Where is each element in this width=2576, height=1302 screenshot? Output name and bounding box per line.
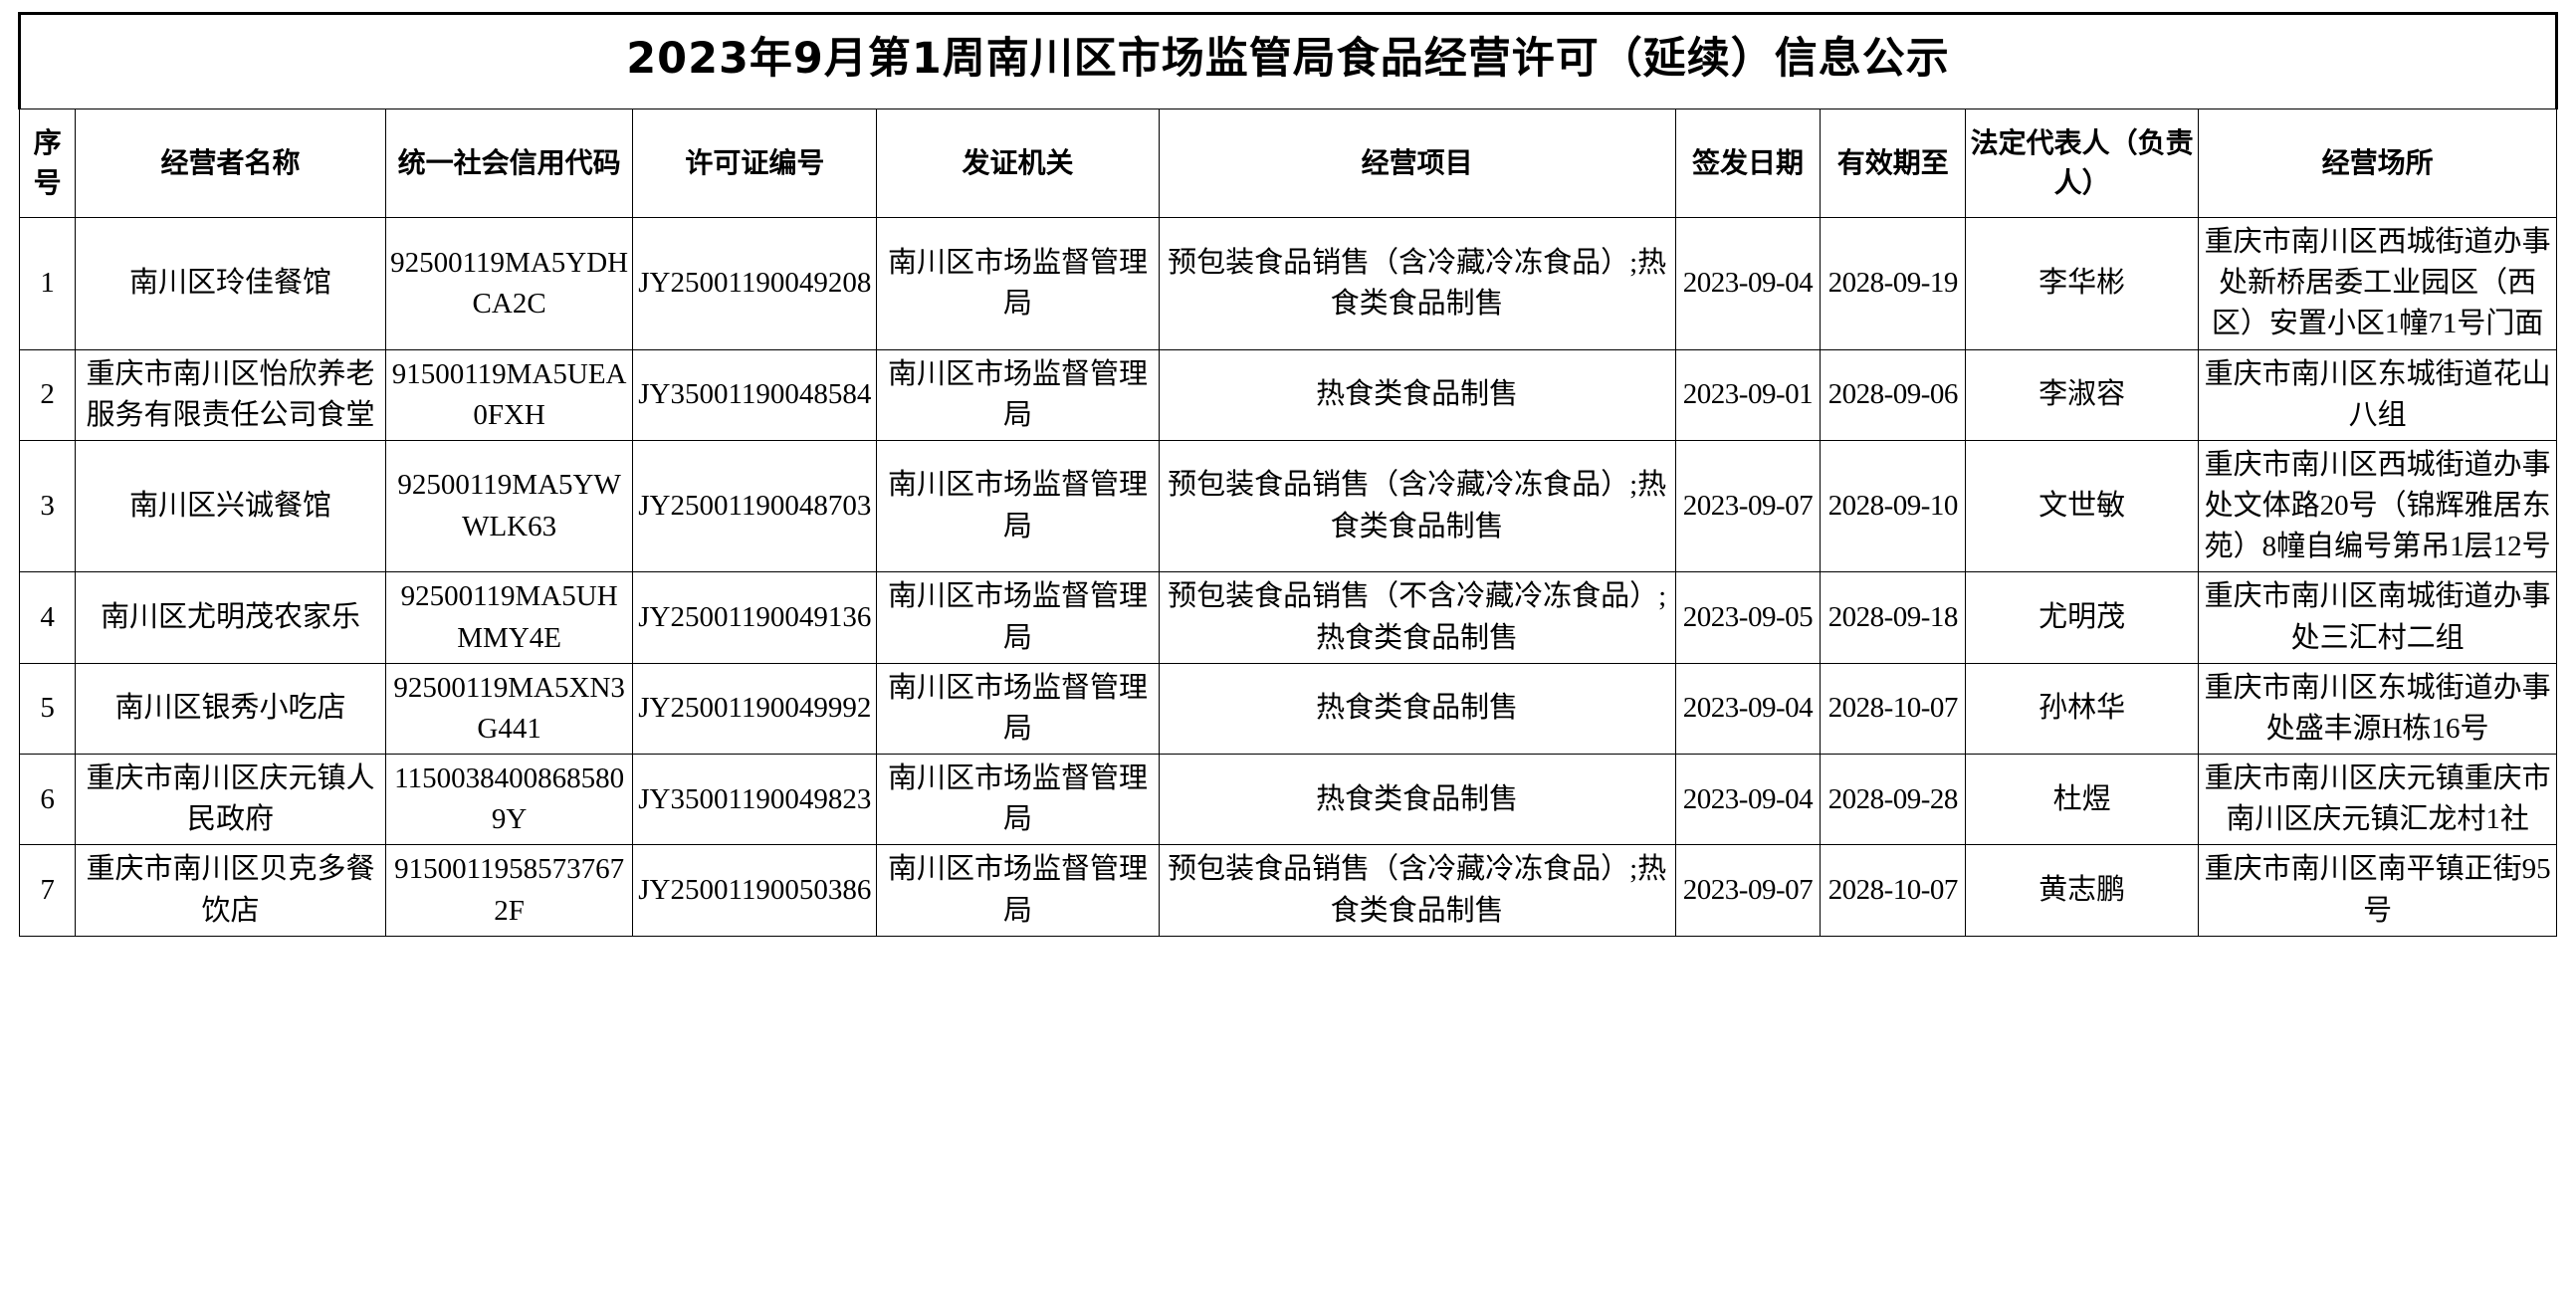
cell-business-place: 重庆市南川区庆元镇重庆市南川区庆元镇汇龙村1社 [2198, 754, 2557, 846]
cell-index: 7 [18, 844, 77, 937]
cell-issue-date: 2023-09-04 [1674, 754, 1822, 846]
cell-issuing-authority: 南川区市场监督管理局 [876, 348, 1160, 441]
cell-credit-code: 11500384008685809Y [384, 754, 634, 846]
cell-operator-name: 重庆市南川区怡欣养老服务有限责任公司食堂 [75, 348, 386, 441]
cell-legal-rep: 杜煜 [1965, 754, 2200, 846]
cell-valid-until: 2028-09-18 [1820, 571, 1967, 664]
cell-issue-date: 2023-09-07 [1674, 439, 1822, 573]
cell-business-items: 预包装食品销售（含冷藏冷冻食品）;热食类食品制售 [1158, 844, 1676, 937]
cell-operator-name: 南川区尤明茂农家乐 [75, 571, 386, 664]
column-header-license-no: 许可证编号 [632, 108, 878, 218]
cell-issue-date: 2023-09-04 [1674, 217, 1822, 350]
cell-business-place: 重庆市南川区西城街道办事处文体路20号（锦辉雅居东苑）8幢自编号第吊1层12号 [2198, 439, 2557, 573]
cell-operator-name: 南川区玲佳餐馆 [75, 217, 386, 350]
cell-legal-rep: 黄志鹏 [1965, 844, 2200, 937]
table-row: 4 南川区尤明茂农家乐 92500119MA5UHMMY4E JY2500119… [18, 571, 2557, 664]
table-row: 6 重庆市南川区庆元镇人民政府 11500384008685809Y JY350… [18, 754, 2557, 846]
cell-index: 5 [18, 662, 77, 756]
table-body: 2023年9月第1周南川区市场监管局食品经营许可（延续）信息公示 序号 经营者名… [18, 12, 2558, 937]
cell-issuing-authority: 南川区市场监督管理局 [876, 662, 1160, 756]
column-header-issuing-authority: 发证机关 [876, 108, 1160, 218]
cell-valid-until: 2028-10-07 [1820, 844, 1967, 937]
cell-issuing-authority: 南川区市场监督管理局 [876, 844, 1160, 937]
cell-credit-code: 92500119MA5YWWLK63 [384, 439, 634, 573]
cell-valid-until: 2028-10-07 [1820, 662, 1967, 756]
cell-issue-date: 2023-09-05 [1674, 571, 1822, 664]
cell-index: 4 [18, 571, 77, 664]
cell-valid-until: 2028-09-28 [1820, 754, 1967, 846]
cell-operator-name: 南川区兴诚餐馆 [75, 439, 386, 573]
cell-business-place: 重庆市南川区东城街道花山八组 [2198, 348, 2557, 441]
cell-issuing-authority: 南川区市场监督管理局 [876, 754, 1160, 846]
cell-business-items: 热食类食品制售 [1158, 662, 1676, 756]
cell-valid-until: 2028-09-06 [1820, 348, 1967, 441]
table-row: 5 南川区银秀小吃店 92500119MA5XN3G441 JY25001190… [18, 662, 2557, 756]
cell-license-no: JY35001190048584 [632, 348, 878, 441]
cell-issue-date: 2023-09-01 [1674, 348, 1822, 441]
title-row: 2023年9月第1周南川区市场监管局食品经营许可（延续）信息公示 [18, 12, 2558, 109]
cell-operator-name: 重庆市南川区贝克多餐饮店 [75, 844, 386, 937]
table-row: 3 南川区兴诚餐馆 92500119MA5YWWLK63 JY250011900… [18, 439, 2557, 573]
cell-valid-until: 2028-09-10 [1820, 439, 1967, 573]
cell-legal-rep: 李华彬 [1965, 217, 2200, 350]
cell-business-items: 预包装食品销售（含冷藏冷冻食品）;热食类食品制售 [1158, 439, 1676, 573]
cell-business-place: 重庆市南川区东城街道办事处盛丰源H栋16号 [2198, 662, 2557, 756]
cell-license-no: JY25001190050386 [632, 844, 878, 937]
cell-credit-code: 92500119MA5UHMMY4E [384, 571, 634, 664]
cell-operator-name: 南川区银秀小吃店 [75, 662, 386, 756]
cell-legal-rep: 尤明茂 [1965, 571, 2200, 664]
column-header-operator-name: 经营者名称 [75, 108, 386, 218]
cell-legal-rep: 孙林华 [1965, 662, 2200, 756]
cell-index: 6 [18, 754, 77, 846]
cell-business-place: 重庆市南川区南城街道办事处三汇村二组 [2198, 571, 2557, 664]
cell-license-no: JY25001190049992 [632, 662, 878, 756]
cell-business-place: 重庆市南川区西城街道办事处新桥居委工业园区（西区）安置小区1幢71号门面 [2198, 217, 2557, 350]
column-header-business-place: 经营场所 [2198, 108, 2557, 218]
column-header-credit-code: 统一社会信用代码 [384, 108, 634, 218]
cell-business-items: 热食类食品制售 [1158, 348, 1676, 441]
table-row: 2 重庆市南川区怡欣养老服务有限责任公司食堂 91500119MA5UEA0FX… [18, 348, 2557, 441]
cell-credit-code: 91500119585737672F [384, 844, 634, 937]
cell-credit-code: 92500119MA5XN3G441 [384, 662, 634, 756]
cell-business-items: 预包装食品销售（不含冷藏冷冻食品）;热食类食品制售 [1158, 571, 1676, 664]
cell-license-no: JY25001190049136 [632, 571, 878, 664]
cell-legal-rep: 李淑容 [1965, 348, 2200, 441]
page-title: 2023年9月第1周南川区市场监管局食品经营许可（延续）信息公示 [18, 12, 2558, 109]
cell-business-items: 预包装食品销售（含冷藏冷冻食品）;热食类食品制售 [1158, 217, 1676, 350]
cell-credit-code: 92500119MA5YDHCA2C [384, 217, 634, 350]
table-row: 1 南川区玲佳餐馆 92500119MA5YDHCA2C JY250011900… [18, 217, 2557, 350]
cell-license-no: JY25001190049208 [632, 217, 878, 350]
cell-credit-code: 91500119MA5UEA0FXH [384, 348, 634, 441]
table-header-row: 序号 经营者名称 统一社会信用代码 许可证编号 发证机关 经营项目 签发日期 有… [18, 108, 2557, 218]
cell-index: 1 [18, 217, 77, 350]
table-row: 7 重庆市南川区贝克多餐饮店 91500119585737672F JY2500… [18, 844, 2557, 937]
cell-issuing-authority: 南川区市场监督管理局 [876, 571, 1160, 664]
cell-business-items: 热食类食品制售 [1158, 754, 1676, 846]
column-header-legal-rep: 法定代表人（负责人） [1965, 108, 2200, 218]
cell-issuing-authority: 南川区市场监督管理局 [876, 439, 1160, 573]
cell-index: 2 [18, 348, 77, 441]
cell-legal-rep: 文世敏 [1965, 439, 2200, 573]
column-header-valid-until: 有效期至 [1820, 108, 1967, 218]
cell-issuing-authority: 南川区市场监督管理局 [876, 217, 1160, 350]
cell-valid-until: 2028-09-19 [1820, 217, 1967, 350]
food-license-publicity-table: 2023年9月第1周南川区市场监管局食品经营许可（延续）信息公示 序号 经营者名… [18, 12, 2558, 937]
cell-business-place: 重庆市南川区南平镇正街95号 [2198, 844, 2557, 937]
cell-issue-date: 2023-09-07 [1674, 844, 1822, 937]
cell-issue-date: 2023-09-04 [1674, 662, 1822, 756]
column-header-index: 序号 [18, 108, 77, 218]
cell-license-no: JY25001190048703 [632, 439, 878, 573]
cell-operator-name: 重庆市南川区庆元镇人民政府 [75, 754, 386, 846]
column-header-business-items: 经营项目 [1158, 108, 1676, 218]
column-header-issue-date: 签发日期 [1674, 108, 1822, 218]
cell-license-no: JY35001190049823 [632, 754, 878, 846]
cell-index: 3 [18, 439, 77, 573]
